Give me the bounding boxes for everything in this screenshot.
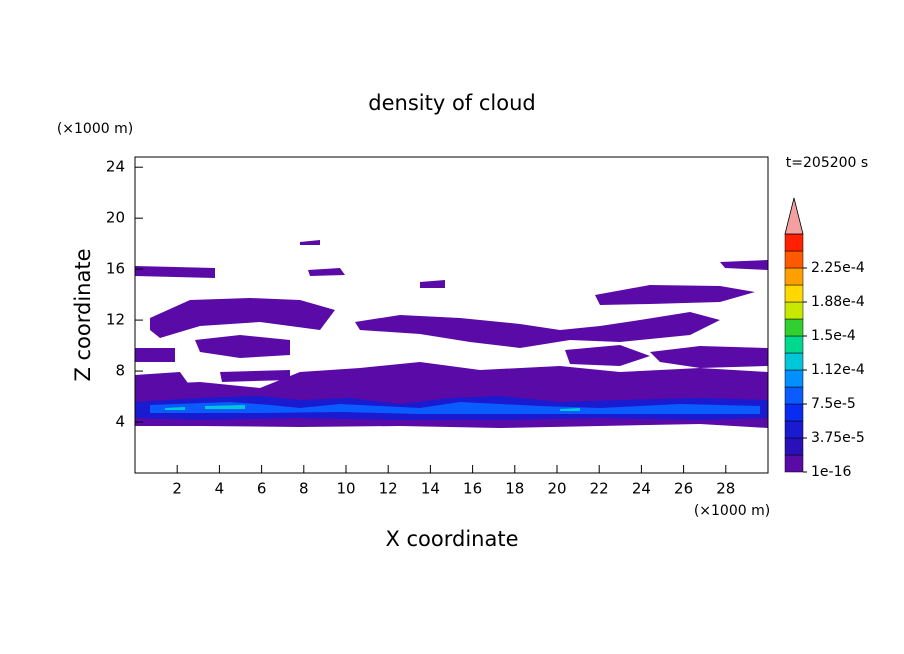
x-tick-label: 28 [716,480,735,498]
colorbar-extend [784,197,804,235]
x-tick-label: 12 [379,480,398,498]
x-tick-label: 24 [632,480,651,498]
x-tick-label: 6 [257,480,267,498]
colorbar-label: 1.5e-4 [811,328,856,344]
colorbar-bin [784,301,804,320]
x-unit: (×1000 m) [694,503,770,519]
colorbar-label: 1.88e-4 [811,294,865,310]
y-axis-label: Z coordinate [71,248,95,381]
y-tick-label: 4 [115,413,125,431]
x-tick-label: 20 [547,480,566,498]
y-tick-label: 8 [115,362,125,380]
x-tick-label: 8 [299,480,309,498]
x-axis-label: X coordinate [385,527,518,551]
colorbar-bin [784,267,804,286]
colorbar-label: 1.12e-4 [811,362,865,378]
y-tick-label: 20 [106,209,125,227]
y-unit: (×1000 m) [57,121,133,137]
colorbar-bin [784,454,804,473]
y-tick-label: 16 [106,260,125,278]
colorbar-bin [784,284,804,303]
x-tick-label: 4 [215,480,225,498]
cloud-contours [135,240,768,428]
colorbar-bin [784,386,804,405]
colorbar-bin [784,335,804,354]
colorbar-label: 7.5e-5 [811,396,856,412]
x-tick-label: 10 [336,480,355,498]
colorbar-bin [784,250,804,269]
y-tick-label: 12 [106,311,125,329]
colorbar-label: 1e-16 [811,464,851,480]
colorbar-bin [784,233,804,252]
x-tick-label: 16 [463,480,482,498]
colorbar-label: 3.75e-5 [811,430,865,446]
y-tick-label: 24 [106,158,125,176]
x-tick-label: 2 [172,480,182,498]
colorbar-bin [784,369,804,388]
x-tick-label: 18 [505,480,524,498]
x-tick-label: 26 [674,480,693,498]
colorbar-bin [784,318,804,337]
colorbar-label: 2.25e-4 [811,260,865,276]
chart-title: density of cloud [368,91,535,115]
colorbar-bin [784,352,804,371]
colorbar-bin [784,437,804,456]
x-tick-label: 22 [590,480,609,498]
time-annotation: t=205200 s [786,155,868,171]
colorbar-bin [784,420,804,439]
x-tick-label: 14 [421,480,440,498]
colorbar-bin [784,403,804,422]
plot-frame [134,156,769,474]
